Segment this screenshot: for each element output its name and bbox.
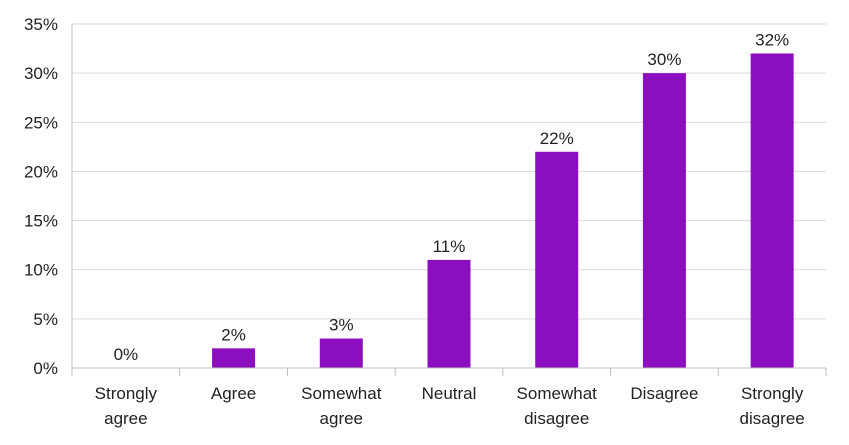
x-category-label: Agree bbox=[211, 384, 256, 403]
data-label: 3% bbox=[329, 316, 354, 335]
y-tick-label: 30% bbox=[24, 64, 58, 83]
data-label: 2% bbox=[221, 325, 246, 344]
data-label: 32% bbox=[755, 30, 789, 49]
bars bbox=[212, 53, 794, 369]
y-tick-label: 25% bbox=[24, 113, 58, 132]
x-category-label: Strongly disagree bbox=[740, 384, 805, 428]
data-label: 22% bbox=[540, 129, 574, 148]
x-category-label: Somewhat agree bbox=[301, 384, 382, 428]
data-label: 30% bbox=[647, 50, 681, 69]
y-tick-label: 35% bbox=[24, 15, 58, 34]
x-category-label: Strongly agree bbox=[95, 384, 158, 428]
x-category-label: Disagree bbox=[630, 384, 698, 403]
y-tick-label: 10% bbox=[24, 261, 58, 280]
y-tick-label: 20% bbox=[24, 162, 58, 181]
data-label: 0% bbox=[114, 345, 139, 364]
bar bbox=[212, 348, 256, 368]
y-tick-label: 0% bbox=[33, 359, 58, 378]
x-category-label: Neutral bbox=[422, 384, 477, 403]
axes bbox=[71, 24, 827, 376]
data-label: 11% bbox=[433, 237, 466, 256]
labels: 0% 5% 10% 15% 20% 25% 30% 35% 0% Strongly agree 2% A… bbox=[24, 15, 805, 428]
bar bbox=[427, 259, 471, 368]
bar bbox=[319, 338, 363, 368]
x-category-label: Somewhat disagree bbox=[517, 384, 598, 428]
gridlines bbox=[72, 23, 826, 320]
bar bbox=[750, 53, 794, 368]
y-tick-label: 15% bbox=[24, 212, 58, 231]
bar bbox=[642, 73, 686, 369]
y-tick-label: 5% bbox=[33, 310, 58, 329]
bar bbox=[535, 151, 579, 368]
